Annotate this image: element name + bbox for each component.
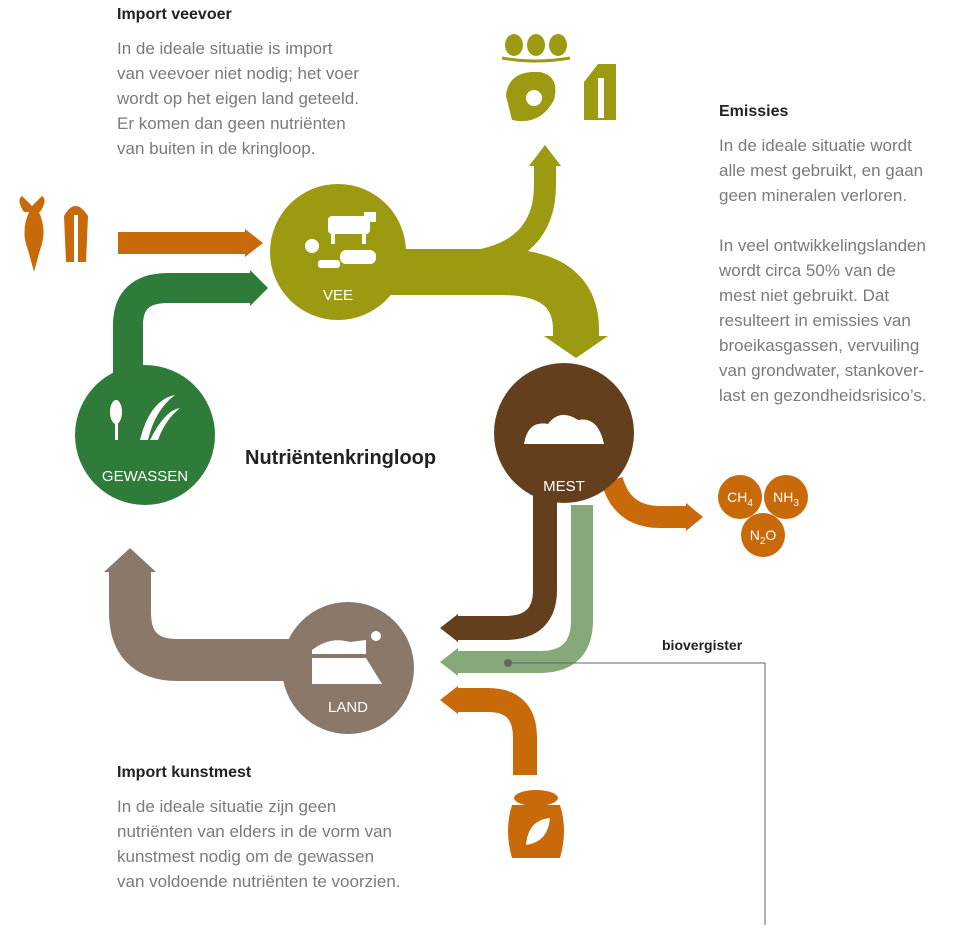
text-line: wordt circa 50% van de [719,258,927,283]
text-line: In de ideale situatie wordt [719,133,923,158]
heading: Import veevoer [117,6,232,24]
arrowhead [529,145,561,166]
text-line: van grondwater, stankover- [719,358,927,383]
center-title: Nutriëntenkringloop [245,447,436,469]
node-label: LAND [328,699,368,716]
heading: Import kunstmest [117,764,251,782]
manure-flow [458,495,545,628]
text-line: In de ideale situatie zijn geen [117,794,401,819]
gas-formula: CH [727,489,747,505]
product-flow [470,166,545,262]
arrowhead [440,614,458,642]
arrowhead [686,503,703,531]
crops-flow [128,288,250,375]
gas-formula: O [765,527,776,543]
text-line: resulteert in emissies van [719,308,927,333]
text-line: broeikasgassen, vervuiling [719,333,927,358]
product-icons [502,34,616,121]
text-line: kunstmest nodig om de gewassen [117,844,401,869]
land-flow [130,572,300,660]
heading: Emissies [719,103,788,121]
text-line: wordt op het eigen land geteeld. [117,86,359,111]
node-label: VEE [323,287,353,304]
text-line: van veevoer niet nodig; het voer [117,61,359,86]
node-label: MEST [543,478,585,495]
text-line: Er komen dan geen nutriënten [117,111,359,136]
gas-formula: N [750,527,760,543]
callout-label: biovergister [662,637,743,653]
text-line: mest niet gebruikt. Dat [719,283,927,308]
arrowhead [245,229,263,257]
fertilizer-flow [458,700,525,775]
callout-dot [504,659,512,667]
arrowhead [250,270,268,306]
text-line: In de ideale situatie is import [117,36,359,61]
livestock-flow [390,272,576,337]
text-line: nutriënten van elders in de vorm van [117,819,401,844]
gas-formula: NH [773,489,793,505]
arrowhead [544,336,608,358]
node-label: GEWASSEN [102,468,188,485]
gas-sub: 3 [793,498,799,509]
fertilizer-bag [508,790,564,858]
gas-sub: 4 [747,498,753,509]
text-line: alle mest gebruikt, en gaan [719,158,923,183]
text-line: van voldoende nutriënten te voorzien. [117,869,401,894]
arrowhead [104,548,156,572]
arrowhead [440,686,458,714]
text-line: last en gezondheidsrisico’s. [719,383,927,408]
feed-icons [19,196,88,272]
text-line: van buiten in de kringloop. [117,136,359,161]
arrowhead [440,648,458,676]
gas-bubble [741,513,785,557]
text-line: geen mineralen verloren. [719,183,923,208]
emission-flow [612,480,686,517]
page: VEE MEST LAND GEWASSEN CH4 NH3 N2O [0,0,976,934]
text-line: In veel ontwikkelingslanden [719,233,927,258]
